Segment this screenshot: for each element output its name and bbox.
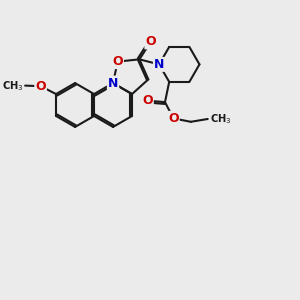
Text: CH$_3$: CH$_3$: [210, 112, 232, 126]
Text: N: N: [154, 58, 164, 71]
Text: N: N: [108, 76, 118, 90]
Text: O: O: [168, 112, 179, 125]
Text: O: O: [35, 80, 46, 93]
Text: CH$_3$: CH$_3$: [2, 79, 23, 92]
Text: O: O: [112, 55, 123, 68]
Text: O: O: [142, 94, 153, 107]
Text: O: O: [146, 35, 156, 48]
